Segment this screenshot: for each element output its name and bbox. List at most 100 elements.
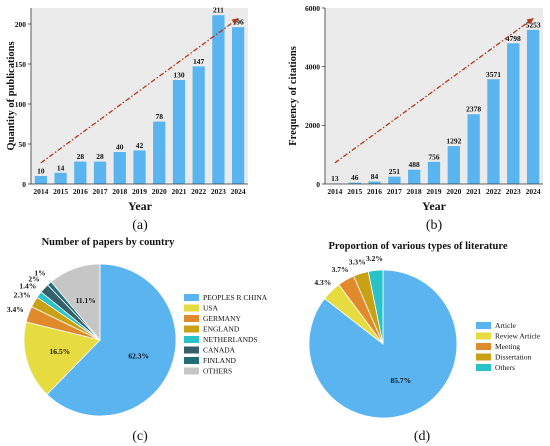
trend-arrow-a — [40, 17, 239, 164]
bar-a — [54, 172, 67, 184]
pie-percent-label-d: 85.7% — [391, 376, 412, 385]
pie-slice-d — [367, 269, 384, 345]
legend-label-d: Article — [495, 321, 516, 330]
x-tick-label-a: 2015 — [53, 187, 68, 196]
chart-d: Proportion of various types of literatur… — [308, 241, 541, 444]
legend-label-d: Others — [495, 363, 515, 372]
x-tick-label-a: 2016 — [73, 187, 88, 196]
y-tick-label-b: 4000 — [305, 62, 320, 71]
bar-value-label-a: 40 — [116, 143, 124, 152]
legend-swatch-c — [184, 315, 199, 322]
bar-b — [388, 176, 401, 184]
bar-a — [133, 150, 146, 184]
x-tick-label-b: 2023 — [506, 187, 521, 196]
y-tick-label-b: 0 — [316, 180, 320, 189]
x-tick-label-a: 2020 — [152, 187, 167, 196]
x-tick-label-a: 2021 — [171, 187, 186, 196]
legend-swatch-c — [184, 367, 199, 375]
legend-label-c: CANADA — [203, 346, 236, 355]
legend-swatch-c — [184, 357, 199, 364]
pie-percent-label-c: 11.1% — [76, 296, 96, 305]
pie-slice-c — [46, 263, 177, 417]
xlabel-b: Year — [422, 199, 447, 213]
bar-value-label-a: 28 — [96, 152, 104, 161]
bar-a — [74, 161, 87, 184]
y-tick-label-b: 2000 — [305, 121, 320, 130]
pie-percent-label-c: 2% — [28, 274, 39, 283]
chart-b: 13 46 84 251 488 756 1292 2378 3571 4798 5253 0 200… — [288, 4, 543, 233]
legend-swatch-d — [476, 353, 491, 361]
bar-value-label-b: 756 — [428, 152, 440, 161]
title-d: Proportion of various types of literatur… — [329, 241, 508, 252]
bar-value-label-b: 2378 — [466, 105, 481, 114]
x-tick-label-a: 2022 — [191, 187, 206, 196]
pie-percent-label-c: 62.3% — [128, 351, 149, 360]
pie-percent-label-c: 1% — [34, 268, 45, 277]
bar-value-label-b: 46 — [351, 173, 359, 182]
x-tick-label-b: 2018 — [407, 187, 422, 196]
xlabel-a: Year — [128, 199, 153, 213]
x-tick-label-a: 2014 — [33, 187, 48, 196]
pie-percent-label-d: 3.7% — [332, 265, 349, 274]
bar-value-label-a: 147 — [193, 57, 205, 66]
x-tick-label-b: 2020 — [446, 187, 461, 196]
pie-percent-label-d: 3.2% — [366, 254, 383, 263]
y-tick-label-a: 100 — [15, 100, 27, 109]
panel-label-b: (b) — [426, 218, 443, 233]
bar-b — [526, 29, 540, 184]
panel-label-d: (d) — [414, 429, 431, 444]
x-tick-label-b: 2021 — [466, 187, 481, 196]
pie-percent-label-c: 2.3% — [14, 290, 31, 299]
bar-a — [232, 27, 245, 185]
bar-b — [467, 114, 480, 184]
panel-label-a: (a) — [132, 218, 148, 233]
y-tick-label-a: 150 — [15, 60, 27, 69]
bar-value-label-a: 14 — [57, 163, 65, 172]
legend-swatch-c — [184, 304, 199, 312]
ylabel-a: Quantity of publications — [6, 41, 17, 150]
legend-label-c: NETHERLANDS — [203, 335, 258, 344]
bar-value-label-b: 5253 — [526, 20, 541, 29]
legend-swatch-c — [184, 346, 199, 354]
x-tick-label-a: 2023 — [211, 187, 226, 196]
x-tick-label-b: 2019 — [427, 187, 442, 196]
legend-label-c: PEOPLES R CHINA — [203, 293, 268, 302]
legend-label-d: Review Article — [495, 332, 541, 341]
legend-label-c: ENGLAND — [203, 325, 240, 334]
bar-b — [487, 79, 500, 184]
bar-a — [212, 15, 225, 185]
trend-arrow-b — [334, 17, 534, 164]
bar-value-label-a: 28 — [77, 152, 85, 161]
legend-swatch-c — [184, 325, 199, 333]
pie-percent-label-d: 3.3% — [349, 257, 366, 266]
bar-a — [192, 66, 205, 184]
bar-value-label-b: 3571 — [486, 70, 501, 79]
x-tick-label-a: 2018 — [112, 187, 127, 196]
bar-a — [34, 176, 47, 184]
x-tick-label-a: 2024 — [231, 187, 246, 196]
pie-percent-label-d: 4.3% — [314, 278, 331, 287]
legend-label-c: OTHERS — [203, 367, 232, 376]
bar-b — [507, 43, 520, 184]
x-tick-label-b: 2014 — [327, 187, 342, 196]
x-tick-label-a: 2019 — [132, 187, 147, 196]
bar-a — [113, 152, 126, 184]
bar-b — [427, 161, 441, 184]
bar-value-label-a: 10 — [37, 167, 45, 176]
x-tick-label-b: 2017 — [387, 187, 402, 196]
pie-percent-label-c: 1.4% — [19, 282, 36, 291]
bar-value-label-b: 13 — [331, 174, 339, 183]
bar-value-label-b: 1292 — [446, 137, 461, 146]
title-c: Number of papers by country — [42, 237, 176, 248]
bar-a — [153, 121, 166, 184]
legend-label-d: Dissertation — [495, 353, 531, 362]
bar-b — [368, 181, 381, 184]
bar-value-label-a: 130 — [173, 71, 185, 80]
bar-value-label-a: 42 — [136, 141, 144, 150]
legend-label-c: USA — [203, 304, 219, 313]
chart-c: Number of papers by country 62.3% 16.5% 3.… — [7, 237, 268, 444]
x-tick-label-b: 2016 — [367, 187, 382, 196]
bar-value-label-b: 251 — [389, 167, 401, 176]
